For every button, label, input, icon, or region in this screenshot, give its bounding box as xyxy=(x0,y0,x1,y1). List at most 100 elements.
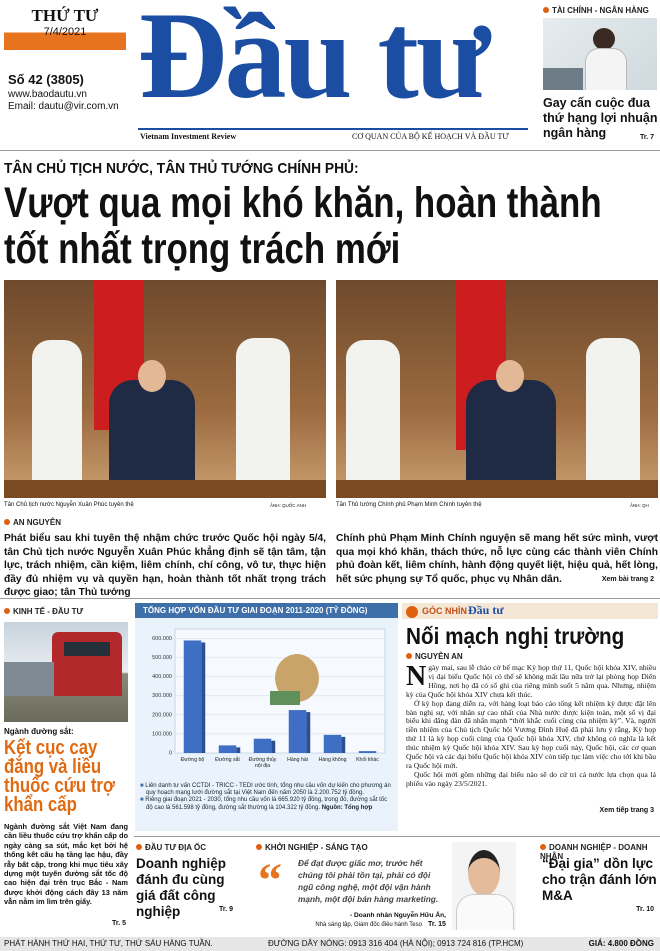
day: THỨ TƯ xyxy=(31,6,99,25)
chart-title-bar xyxy=(135,603,398,618)
y-tick-label: 400.000 xyxy=(152,674,172,680)
chart-note: ■ Riêng giai đoạn 2021 - 2030, tổng nhu … xyxy=(140,797,388,811)
chart-source: Nguồn: Tổng hợp xyxy=(321,804,373,811)
y-tick-label: 100.000 xyxy=(152,731,172,737)
date: 7/4/2021 xyxy=(43,26,87,38)
main-photo xyxy=(336,280,658,498)
chart-title: TỔNG HỢP VỐN ĐẦU TƯ GIAI ĐOẠN 2011-2020 … xyxy=(143,605,368,615)
caption: Tân Chủ tịch nước Nguyễn Xuân Phúc tuyên… xyxy=(4,502,134,508)
bar-side xyxy=(271,740,276,753)
bar xyxy=(323,734,342,753)
issue: Số 42 (3805) xyxy=(8,72,84,87)
photo-shape xyxy=(4,480,326,498)
opinion-icon xyxy=(406,606,418,618)
lead: Chính phủ Phạm Minh Chính nguyện sẽ mang… xyxy=(336,533,658,585)
rail-headline: Kết cục cay đắng và liều thuốc cứu trợ k… xyxy=(4,737,115,816)
photo-shape xyxy=(585,48,627,90)
caption: Tân Thủ tướng Chính phủ Phạm Minh Chính … xyxy=(336,502,482,508)
footer-price: GIÁ: 4.800 ĐỒNG xyxy=(588,939,654,948)
more-link[interactable]: Xem tiếp trang 3 xyxy=(599,807,654,814)
drop-cap: N xyxy=(406,661,427,692)
photo-shape xyxy=(543,68,583,90)
photo-shape xyxy=(32,340,82,498)
y-tick-label: 0 xyxy=(169,750,172,756)
note-text: Riêng giai đoạn 2021 - 2030, tổng nhu cầ… xyxy=(145,797,388,811)
main-photo xyxy=(4,280,326,498)
bottom-headline: “Đại gia” dồn lực cho trận đánh lớn M&A xyxy=(542,856,657,903)
masthead-rule xyxy=(138,128,528,130)
opinion-brand: Đầu tư xyxy=(468,603,504,617)
portrait xyxy=(452,842,516,930)
note-text: Liên danh tư vấn CCTDI - TRICC - TEDI ướ… xyxy=(145,783,391,797)
chart-note: ■ Liên danh tư vấn CCTDI - TRICC - TEDI … xyxy=(140,783,391,797)
teaser-headline: Gay cấn cuộc đua thứ hạng lợi nhuận ngân… xyxy=(543,96,658,140)
bottom-headline: Doanh nghiệp đánh đu cùng giá đất công n… xyxy=(136,856,226,919)
page-ref: Tr. 10 xyxy=(636,906,654,913)
quote-speaker: - Doanh nhân Nguyễn Hữu Ấn, xyxy=(350,912,446,919)
bar xyxy=(358,751,377,753)
footer-schedule: PHÁT HÀNH THỨ HAI, THỨ TƯ, THỨ SÁU HÀNG … xyxy=(4,939,213,948)
photo-shape xyxy=(4,662,54,696)
section: KINH TẾ - ĐẦU TƯ xyxy=(4,607,83,616)
section: KHỞI NGHIỆP - SÁNG TẠO xyxy=(256,843,368,852)
photo-shape xyxy=(138,360,166,392)
photo-shape xyxy=(593,28,615,50)
x-tick-label: Đường sắt xyxy=(215,756,240,763)
rule xyxy=(134,836,660,837)
rule xyxy=(0,150,660,151)
opinion-author: NGUYỄN AN xyxy=(406,652,463,661)
opinion-headline: Nối mạch nghị trường xyxy=(406,623,625,649)
rail-photo xyxy=(4,622,128,722)
masthead-title: Đầu tư xyxy=(138,0,490,124)
photo-shape xyxy=(346,340,400,498)
quote-role: Nhà sáng lập, Giám đốc điều hành Teso xyxy=(315,922,422,928)
subtitle-en: Vietnam Investment Review xyxy=(140,132,237,141)
photo-shape xyxy=(466,380,556,498)
quote-mark: “ xyxy=(258,854,282,907)
footer-hotline: ĐƯỜNG DÂY NÓNG: 0913 316 404 (HÀ NỘI); 0… xyxy=(268,939,524,948)
rail-kicker: Ngành đường sắt: xyxy=(4,727,74,736)
website: www.baodautu.vn xyxy=(8,89,87,100)
bar xyxy=(253,738,272,753)
quote: Để đạt được giấc mơ, trước hết chúng tôi… xyxy=(298,858,439,904)
bar-side xyxy=(341,736,346,753)
page-ref: Tr. 15 xyxy=(428,921,446,928)
footer-band xyxy=(0,937,660,951)
x-tick-label: Hàng hải xyxy=(287,757,308,763)
author: AN NGUYÊN xyxy=(4,518,61,527)
page-ref: Tr. 5 xyxy=(112,920,127,927)
rule xyxy=(0,598,660,599)
paragraph-text: gày mai, sau lễ chào cờ bế mạc Kỳ họp th… xyxy=(406,663,656,699)
bar-side xyxy=(201,642,206,753)
x-tick-label: Hàng không xyxy=(319,757,347,763)
photo-shape xyxy=(336,480,658,498)
chart: TỔNG HỢP VỐN ĐẦU TƯ GIAI ĐOẠN 2011-2020 … xyxy=(135,603,398,769)
y-tick-label: 500.000 xyxy=(152,655,172,661)
photo-shape xyxy=(64,642,110,656)
section: DOANH NGHIỆP - DOANH NHÂN xyxy=(540,843,660,861)
illustration xyxy=(275,654,319,702)
x-tick-label: Đường thủy nội địa xyxy=(249,756,277,769)
photo-shape xyxy=(236,338,290,498)
teaser-photo xyxy=(543,18,657,90)
page-ref: Tr. 9 xyxy=(219,906,234,913)
photo-credit: ẢNH: QUỐC ANH xyxy=(270,503,307,508)
photo-shape xyxy=(496,360,524,392)
main-headline: Vượt qua mọi khó khăn, hoàn thành tốt nh… xyxy=(4,179,602,273)
photo-shape xyxy=(468,850,500,896)
y-tick-label: 600.000 xyxy=(152,636,172,642)
opinion-section: GÓC NHÌN xyxy=(422,606,467,616)
more-link[interactable]: Xem bài trang 2 xyxy=(601,576,654,583)
chart-notes: ■ Liên danh tư vấn CCTDI - TRICC - TEDI … xyxy=(140,783,394,812)
page-ref: Tr. 7 xyxy=(639,134,654,141)
opinion-paragraph: Ở kỳ họp đang diễn ra, với hàng loạt báo… xyxy=(406,698,656,770)
kicker: TÂN CHỦ TỊCH NƯỚC, TÂN THỦ TƯỚNG CHÍNH P… xyxy=(4,160,359,177)
photo-shape xyxy=(109,380,195,498)
bar-side xyxy=(306,712,311,753)
bar xyxy=(288,710,307,753)
photo-shape xyxy=(586,338,640,498)
x-tick-label: Đường bộ xyxy=(181,757,205,763)
